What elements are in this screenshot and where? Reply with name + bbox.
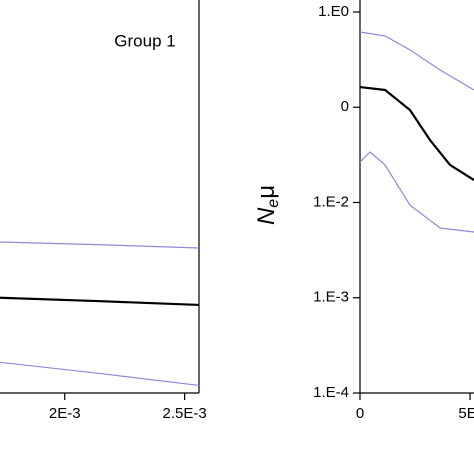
y-tick-label: 1.E0 (318, 3, 349, 20)
y-label-main: N (253, 207, 280, 225)
x-tick-label: 5E- (458, 405, 474, 422)
series-line (0, 241, 200, 249)
x-tick-label: 2E-3 (49, 405, 81, 422)
y-label-sub: e (265, 199, 282, 208)
y-tick-label: 1.E-3 (313, 289, 349, 306)
series-line (359, 31, 474, 91)
y-tick-label: 1.E-4 (313, 384, 349, 401)
y-label-rest: μ (253, 185, 280, 199)
series-line (0, 361, 200, 387)
x-tick-label: 0 (356, 405, 364, 422)
series-line (359, 85, 474, 182)
x-tick-label: 2.5E-3 (163, 405, 207, 422)
series-line (359, 151, 474, 233)
y-axis-label: Neμ (253, 185, 282, 225)
y-tick-label: 1.E-2 (313, 193, 349, 210)
annotation: Group 1 (114, 31, 175, 50)
y-tick-label: 0 (341, 98, 349, 115)
series-line (0, 296, 200, 307)
